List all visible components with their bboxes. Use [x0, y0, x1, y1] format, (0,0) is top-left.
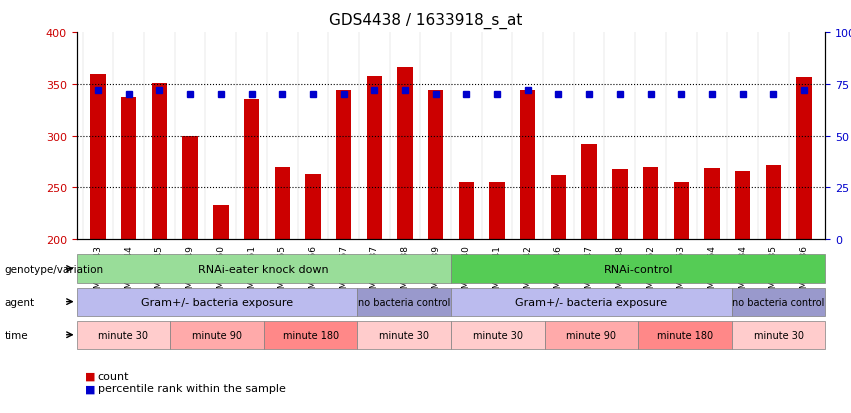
Bar [766, 165, 781, 240]
Bar [520, 91, 535, 240]
Text: RNAi-control: RNAi-control [603, 264, 673, 274]
Bar [643, 167, 658, 240]
Text: no bacteria control: no bacteria control [733, 297, 825, 307]
Text: count: count [98, 371, 129, 381]
Text: minute 180: minute 180 [657, 330, 713, 340]
Bar [244, 100, 260, 240]
Bar [151, 83, 167, 240]
Text: ■: ■ [85, 371, 95, 381]
Text: RNAi-eater knock down: RNAi-eater knock down [198, 264, 329, 274]
Text: time: time [4, 330, 28, 340]
Bar [581, 145, 597, 240]
Bar [428, 91, 443, 240]
Text: minute 180: minute 180 [283, 330, 339, 340]
Bar [90, 74, 106, 240]
Text: agent: agent [4, 297, 34, 307]
Bar [275, 167, 290, 240]
Text: minute 30: minute 30 [473, 330, 523, 340]
Text: Gram+/- bacteria exposure: Gram+/- bacteria exposure [141, 297, 293, 307]
Text: minute 90: minute 90 [567, 330, 616, 340]
Bar [367, 76, 382, 240]
Text: percentile rank within the sample: percentile rank within the sample [98, 383, 286, 393]
Bar [797, 78, 812, 240]
Bar [182, 136, 197, 240]
Bar [489, 183, 505, 240]
Bar [397, 68, 413, 240]
Text: Gram+/- bacteria exposure: Gram+/- bacteria exposure [516, 297, 667, 307]
Text: GDS4438 / 1633918_s_at: GDS4438 / 1633918_s_at [328, 12, 523, 28]
Bar [673, 183, 689, 240]
Bar [306, 174, 321, 240]
Bar [612, 169, 627, 240]
Bar [336, 91, 351, 240]
Text: ■: ■ [85, 383, 95, 393]
Bar [735, 171, 751, 240]
Text: genotype/variation: genotype/variation [4, 264, 103, 274]
Bar [213, 206, 229, 240]
Bar [551, 176, 566, 240]
Text: minute 30: minute 30 [754, 330, 803, 340]
Text: minute 30: minute 30 [99, 330, 148, 340]
Bar [459, 183, 474, 240]
Text: minute 90: minute 90 [192, 330, 242, 340]
Bar [121, 98, 136, 240]
Bar [705, 169, 720, 240]
Text: no bacteria control: no bacteria control [358, 297, 450, 307]
Text: minute 30: minute 30 [380, 330, 429, 340]
